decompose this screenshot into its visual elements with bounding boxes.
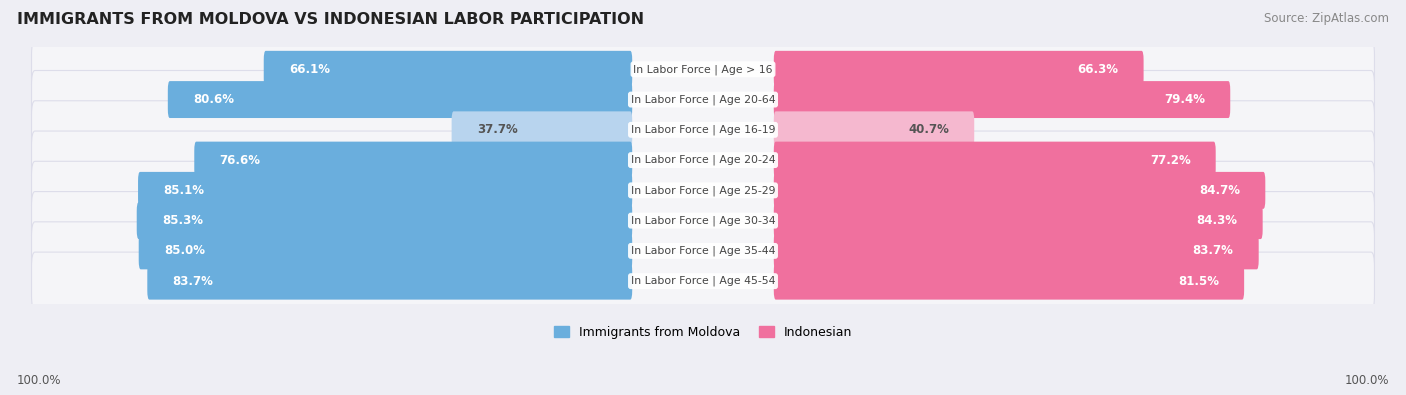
Text: 66.1%: 66.1% [288,63,330,76]
FancyBboxPatch shape [136,202,633,239]
Text: In Labor Force | Age 16-19: In Labor Force | Age 16-19 [631,124,775,135]
FancyBboxPatch shape [139,232,633,269]
FancyBboxPatch shape [773,51,1143,88]
FancyBboxPatch shape [31,40,1375,98]
FancyBboxPatch shape [31,222,1375,280]
Legend: Immigrants from Moldova, Indonesian: Immigrants from Moldova, Indonesian [548,321,858,344]
FancyBboxPatch shape [773,263,1244,300]
FancyBboxPatch shape [773,172,1265,209]
Text: 85.0%: 85.0% [165,245,205,258]
Text: 76.6%: 76.6% [219,154,260,167]
Text: In Labor Force | Age 20-24: In Labor Force | Age 20-24 [631,155,775,166]
FancyBboxPatch shape [31,71,1375,129]
Text: In Labor Force | Age 35-44: In Labor Force | Age 35-44 [631,246,775,256]
Text: In Labor Force | Age 20-64: In Labor Force | Age 20-64 [631,94,775,105]
Text: 83.7%: 83.7% [173,275,214,288]
Text: In Labor Force | Age > 16: In Labor Force | Age > 16 [633,64,773,75]
FancyBboxPatch shape [451,111,633,148]
Text: 77.2%: 77.2% [1150,154,1191,167]
Text: 79.4%: 79.4% [1164,93,1205,106]
Text: In Labor Force | Age 25-29: In Labor Force | Age 25-29 [631,185,775,196]
FancyBboxPatch shape [31,161,1375,219]
Text: IMMIGRANTS FROM MOLDOVA VS INDONESIAN LABOR PARTICIPATION: IMMIGRANTS FROM MOLDOVA VS INDONESIAN LA… [17,12,644,27]
FancyBboxPatch shape [31,131,1375,189]
Text: 84.3%: 84.3% [1197,214,1237,227]
Text: 100.0%: 100.0% [1344,374,1389,387]
Text: 81.5%: 81.5% [1178,275,1219,288]
Text: 85.1%: 85.1% [163,184,204,197]
FancyBboxPatch shape [773,232,1258,269]
Text: In Labor Force | Age 30-34: In Labor Force | Age 30-34 [631,215,775,226]
Text: 80.6%: 80.6% [193,93,233,106]
FancyBboxPatch shape [31,101,1375,159]
FancyBboxPatch shape [31,192,1375,250]
FancyBboxPatch shape [264,51,633,88]
FancyBboxPatch shape [167,81,633,118]
Text: 40.7%: 40.7% [908,123,949,136]
Text: 83.7%: 83.7% [1192,245,1233,258]
FancyBboxPatch shape [148,263,633,300]
FancyBboxPatch shape [194,142,633,179]
Text: 66.3%: 66.3% [1077,63,1118,76]
Text: 37.7%: 37.7% [477,123,517,136]
FancyBboxPatch shape [773,202,1263,239]
FancyBboxPatch shape [138,172,633,209]
Text: 100.0%: 100.0% [17,374,62,387]
Text: In Labor Force | Age 45-54: In Labor Force | Age 45-54 [631,276,775,286]
FancyBboxPatch shape [31,252,1375,310]
FancyBboxPatch shape [773,142,1216,179]
FancyBboxPatch shape [773,81,1230,118]
FancyBboxPatch shape [773,111,974,148]
Text: 85.3%: 85.3% [162,214,202,227]
Text: 84.7%: 84.7% [1199,184,1240,197]
Text: Source: ZipAtlas.com: Source: ZipAtlas.com [1264,12,1389,25]
